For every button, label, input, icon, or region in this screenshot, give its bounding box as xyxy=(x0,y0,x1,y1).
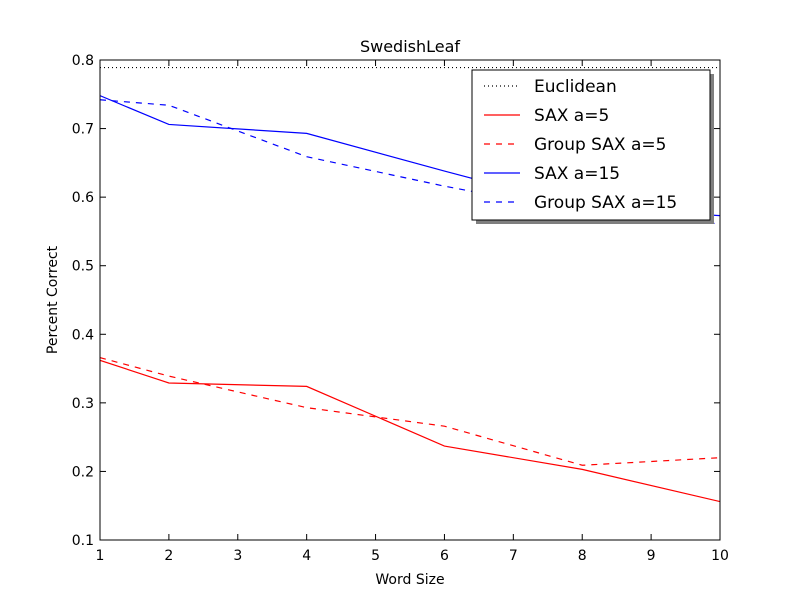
y-axis-label: Percent Correct xyxy=(45,245,61,354)
chart-title: SwedishLeaf xyxy=(360,37,460,56)
x-axis-label: Word Size xyxy=(375,572,444,588)
x-tick-label: 2 xyxy=(164,548,173,564)
legend-entry-label: Group SAX a=5 xyxy=(534,135,666,155)
series-line-2 xyxy=(100,357,720,466)
y-tick-label: 0.6 xyxy=(72,190,94,206)
x-tick-label: 3 xyxy=(233,548,242,564)
legend-entry-label: Euclidean xyxy=(534,77,617,97)
y-tick-label: 0.1 xyxy=(72,533,94,549)
plot-frame xyxy=(99,59,721,541)
x-tick-label: 4 xyxy=(302,548,311,564)
x-tick-label: 7 xyxy=(509,548,518,564)
y-tick-label: 0.4 xyxy=(72,327,94,343)
x-tick-label: 5 xyxy=(371,548,380,564)
y-tick-label: 0.8 xyxy=(72,53,94,69)
x-tick-label: 6 xyxy=(440,548,449,564)
series-line-1 xyxy=(100,359,720,503)
y-tick-label: 0.2 xyxy=(72,464,94,480)
x-tick-label: 1 xyxy=(96,548,105,564)
y-tick-label: 0.7 xyxy=(72,122,94,138)
x-tick-label: 10 xyxy=(711,548,729,564)
x-tick-label: 9 xyxy=(647,548,656,564)
legend-entry-label: SAX a=5 xyxy=(534,106,609,126)
legend: Euclidean SAX a=5 Group SAX a=5 SAX a=15 Gro… xyxy=(471,69,714,224)
axis-ticks: 1 2 3 4 5 6 7 8 9 10 0.1 0.2 0.3 0.4 0.5 0.6 0.7 0.8 xyxy=(72,53,729,564)
legend-entry-label: Group SAX a=15 xyxy=(534,193,677,213)
legend-box xyxy=(471,69,711,221)
y-tick-label: 0.5 xyxy=(72,259,94,275)
y-tick-label: 0.3 xyxy=(72,396,94,412)
x-tick-label: 8 xyxy=(578,548,587,564)
legend-entry-label: SAX a=15 xyxy=(534,164,620,184)
